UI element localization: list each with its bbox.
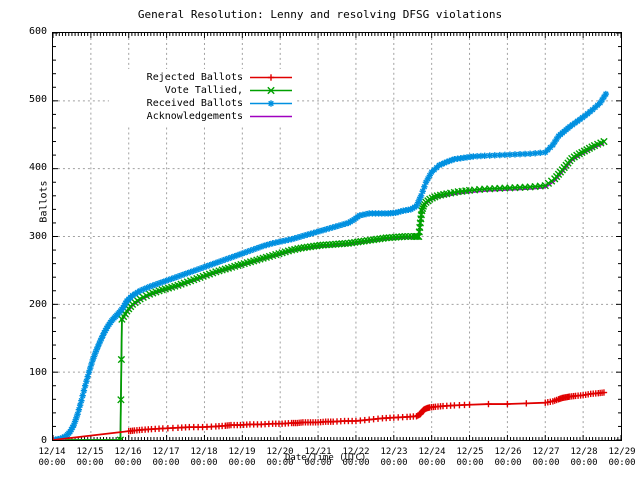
- y-axis-tick: 600: [28, 26, 47, 37]
- x-axis-tick: 12/17 00:00: [152, 447, 180, 468]
- x-axis-label: Date/Time (UTC): [285, 453, 367, 463]
- legend-item-label: Rejected Ballots: [146, 72, 243, 83]
- x-axis-tick: 12/26 00:00: [494, 447, 522, 468]
- x-axis-tick: 12/22 00:00: [342, 447, 370, 468]
- series-vote-tallied: [53, 137, 608, 440]
- x-axis-tick: 12/25 00:00: [456, 447, 484, 468]
- legend-item-label: Acknowledgements: [146, 111, 243, 122]
- x-axis-tick: 12/18 00:00: [190, 447, 218, 468]
- legend-item-swatch-plus-icon: [249, 71, 293, 84]
- x-axis-tick: 12/20 00:00: [266, 447, 294, 468]
- x-axis-tick: 12/28 00:00: [570, 447, 598, 468]
- x-axis-tick: 12/21 00:00: [304, 447, 332, 468]
- plot-area: Rejected Ballots Vote Tallied, Received Ba…: [52, 32, 622, 441]
- x-axis-tick: 12/15 00:00: [76, 447, 104, 468]
- y-axis-label: Ballots: [38, 180, 50, 223]
- legend-item: Vote Tallied,: [111, 84, 293, 97]
- series-rejected-ballots: [53, 389, 608, 440]
- y-axis-tick: 500: [28, 94, 47, 106]
- legend-item-swatch-cross-icon: [249, 84, 293, 97]
- legend-item-label: Vote Tallied,: [164, 85, 243, 96]
- x-axis-tick: 12/14 00:00: [38, 447, 66, 468]
- legend-item: Rejected Ballots: [111, 71, 293, 84]
- x-axis-tick: 12/24 00:00: [418, 447, 446, 468]
- y-axis-tick: 100: [28, 366, 47, 378]
- legend-item-swatch-star-icon: [249, 97, 293, 110]
- x-axis-tick: 12/29 00:00: [608, 447, 636, 468]
- data-series-layer: [53, 90, 610, 440]
- x-axis-tick: 12/23 00:00: [380, 447, 408, 468]
- legend-item: Received Ballots: [111, 97, 293, 110]
- legend-item: Acknowledgements: [111, 110, 293, 123]
- grid-lines: [53, 33, 621, 440]
- x-axis-tick: 12/19 00:00: [228, 447, 256, 468]
- chart-title: General Resolution: Lenny and resolving …: [137, 8, 503, 21]
- chart-legend: Rejected Ballots Vote Tallied, Received Ba…: [109, 69, 297, 125]
- y-axis-tick: 0: [40, 435, 47, 446]
- legend-item-swatch-none-icon: [249, 110, 293, 123]
- x-axis-tick: 12/27 00:00: [532, 447, 560, 468]
- y-axis-tick: 200: [28, 298, 47, 310]
- x-axis-tick: 12/16 00:00: [114, 447, 142, 468]
- series-received-ballots: [53, 90, 610, 440]
- legend-item-label: Received Ballots: [146, 98, 243, 109]
